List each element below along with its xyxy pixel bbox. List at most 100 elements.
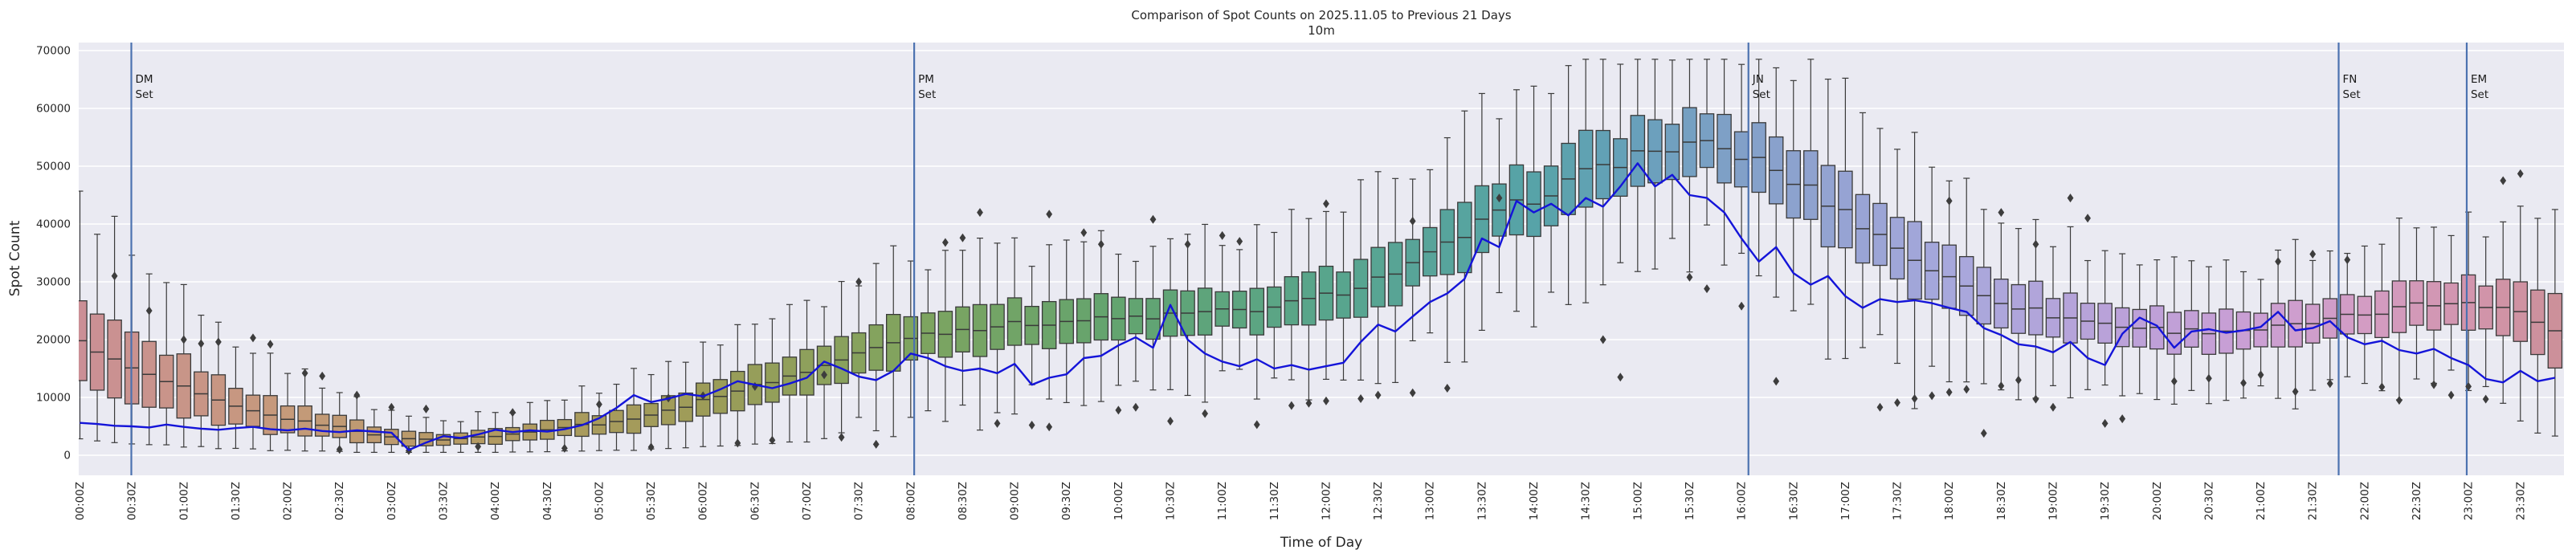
outlier-diamond	[2101, 418, 2109, 428]
x-tick-label: 10:00Z	[1112, 482, 1125, 520]
outlier-diamond	[475, 442, 482, 451]
outlier-diamond	[1998, 381, 2005, 391]
x-tick-label: 21:30Z	[2307, 482, 2320, 520]
x-tick-label: 04:30Z	[541, 482, 554, 520]
outlier-diamond	[1599, 335, 1606, 344]
outlier-diamond	[2119, 414, 2126, 424]
outlier-diamond	[1980, 429, 1987, 438]
outlier-diamond	[647, 442, 655, 452]
outlier-diamond	[423, 404, 430, 413]
outlier-diamond	[301, 369, 308, 378]
x-tick-label: 18:30Z	[1995, 482, 2008, 520]
x-tick-label: 09:30Z	[1060, 482, 1073, 520]
y-tick-label: 50000	[36, 161, 71, 173]
outlier-diamond	[1929, 391, 1936, 401]
outlier-diamond	[1184, 239, 1191, 249]
outlier-diamond	[319, 371, 326, 381]
x-tick-label: 20:00Z	[2151, 482, 2164, 520]
outlier-diamond	[1945, 196, 1953, 206]
outlier-diamond	[336, 445, 343, 454]
x-tick-label: 23:00Z	[2463, 482, 2476, 520]
outlier-diamond	[734, 438, 741, 448]
event-markers	[130, 43, 2468, 475]
outlier-diamond	[1963, 385, 1970, 394]
outlier-diamond	[1323, 396, 1329, 405]
x-axis-ticks: 00:00Z 00:30Z 01:00Z 01:30Z 02:00Z 02:30Z 03:0…	[74, 482, 2527, 520]
event-label: PM Set	[918, 73, 936, 101]
outlier-diamond	[1998, 208, 2005, 218]
x-tick-label: 21:00Z	[2255, 482, 2268, 520]
outlier-diamond	[1409, 388, 1416, 397]
x-tick-label: 15:30Z	[1684, 482, 1696, 520]
outlier-diamond	[2050, 402, 2056, 412]
event-label: DM Set	[135, 73, 153, 101]
outlier-diamond	[2257, 370, 2264, 380]
outlier-diamond	[267, 340, 274, 349]
x-tick-label: 08:00Z	[904, 482, 917, 520]
x-tick-label: 03:00Z	[386, 482, 398, 520]
x-tick-label: 02:30Z	[333, 482, 346, 520]
outlier-diamond	[959, 233, 966, 242]
outlier-diamond	[942, 238, 949, 247]
x-tick-label: 11:30Z	[1268, 482, 1281, 520]
x-tick-label: 07:00Z	[801, 482, 814, 520]
x-tick-label: 16:30Z	[1787, 482, 1800, 520]
outlier-diamond	[1738, 301, 1745, 311]
outlier-diamond	[2344, 255, 2351, 265]
outlier-diamond	[2275, 257, 2281, 267]
x-axis-label: Time of Day	[1280, 535, 1362, 551]
x-tick-label: 01:00Z	[178, 482, 190, 520]
x-tick-label: 10:30Z	[1165, 482, 1178, 520]
outlier-diamond	[1288, 401, 1295, 410]
outlier-diamond	[1704, 284, 1710, 294]
outlier-diamond	[596, 400, 602, 409]
event-labels: DM Set PM Set JN Set FN Set EM Set	[135, 73, 2488, 101]
outlier-diamond	[1773, 377, 1780, 386]
outlier-diamond	[2465, 381, 2472, 391]
y-axis-label: Spot Count	[7, 220, 23, 296]
outlier-diamond	[821, 370, 827, 380]
outlier-diamond	[855, 277, 863, 287]
y-tick-label: 70000	[36, 45, 71, 58]
outlier-diamond	[145, 306, 153, 316]
outlier-diamond	[2500, 176, 2507, 185]
outlier-diamond	[2396, 396, 2402, 405]
outlier-diamond	[994, 418, 1001, 428]
chart-subtitle: 10m	[1308, 23, 1335, 38]
outlier-diamond	[214, 337, 222, 347]
outlier-diamond	[1409, 216, 1416, 226]
outlier-diamond	[1894, 397, 1900, 407]
y-tick-label: 0	[63, 450, 71, 462]
outlier-diamond	[1149, 214, 1157, 224]
x-tick-label: 15:00Z	[1631, 482, 1644, 520]
outlier-diamond	[1133, 402, 1139, 412]
y-tick-label: 60000	[36, 103, 71, 116]
x-tick-label: 23:30Z	[2514, 482, 2527, 520]
x-tick-label: 01:30Z	[230, 482, 243, 520]
x-tick-label: 22:00Z	[2358, 482, 2371, 520]
outlier-diamond	[1374, 390, 1382, 400]
x-tick-label: 05:30Z	[645, 482, 658, 520]
outlier-diamond	[2084, 214, 2091, 223]
outlier-diamond	[250, 333, 256, 343]
outlier-diamond	[1202, 409, 1209, 418]
x-tick-label: 02:00Z	[282, 482, 295, 520]
event-label: EM Set	[2471, 73, 2488, 101]
outlier-diamond	[1236, 237, 1243, 246]
x-tick-label: 06:30Z	[749, 482, 761, 520]
outlier-diamond	[1617, 373, 1624, 382]
outlier-diamond	[2326, 379, 2333, 389]
outlier-diamond	[1323, 199, 1329, 209]
outlier-diamond	[2067, 193, 2074, 203]
outlier-diamond	[1028, 421, 1035, 430]
x-tick-label: 13:00Z	[1424, 482, 1437, 520]
outlier-diamond	[1305, 398, 1312, 408]
x-tick-label: 19:30Z	[2099, 482, 2112, 520]
x-tick-label: 11:00Z	[1216, 482, 1229, 520]
x-tick-label: 19:00Z	[2047, 482, 2060, 520]
x-tick-label: 04:00Z	[489, 482, 502, 520]
outlier-diamond	[1911, 393, 1918, 403]
outlier-diamond	[2170, 377, 2178, 386]
outlier-diamond	[1219, 230, 1226, 240]
